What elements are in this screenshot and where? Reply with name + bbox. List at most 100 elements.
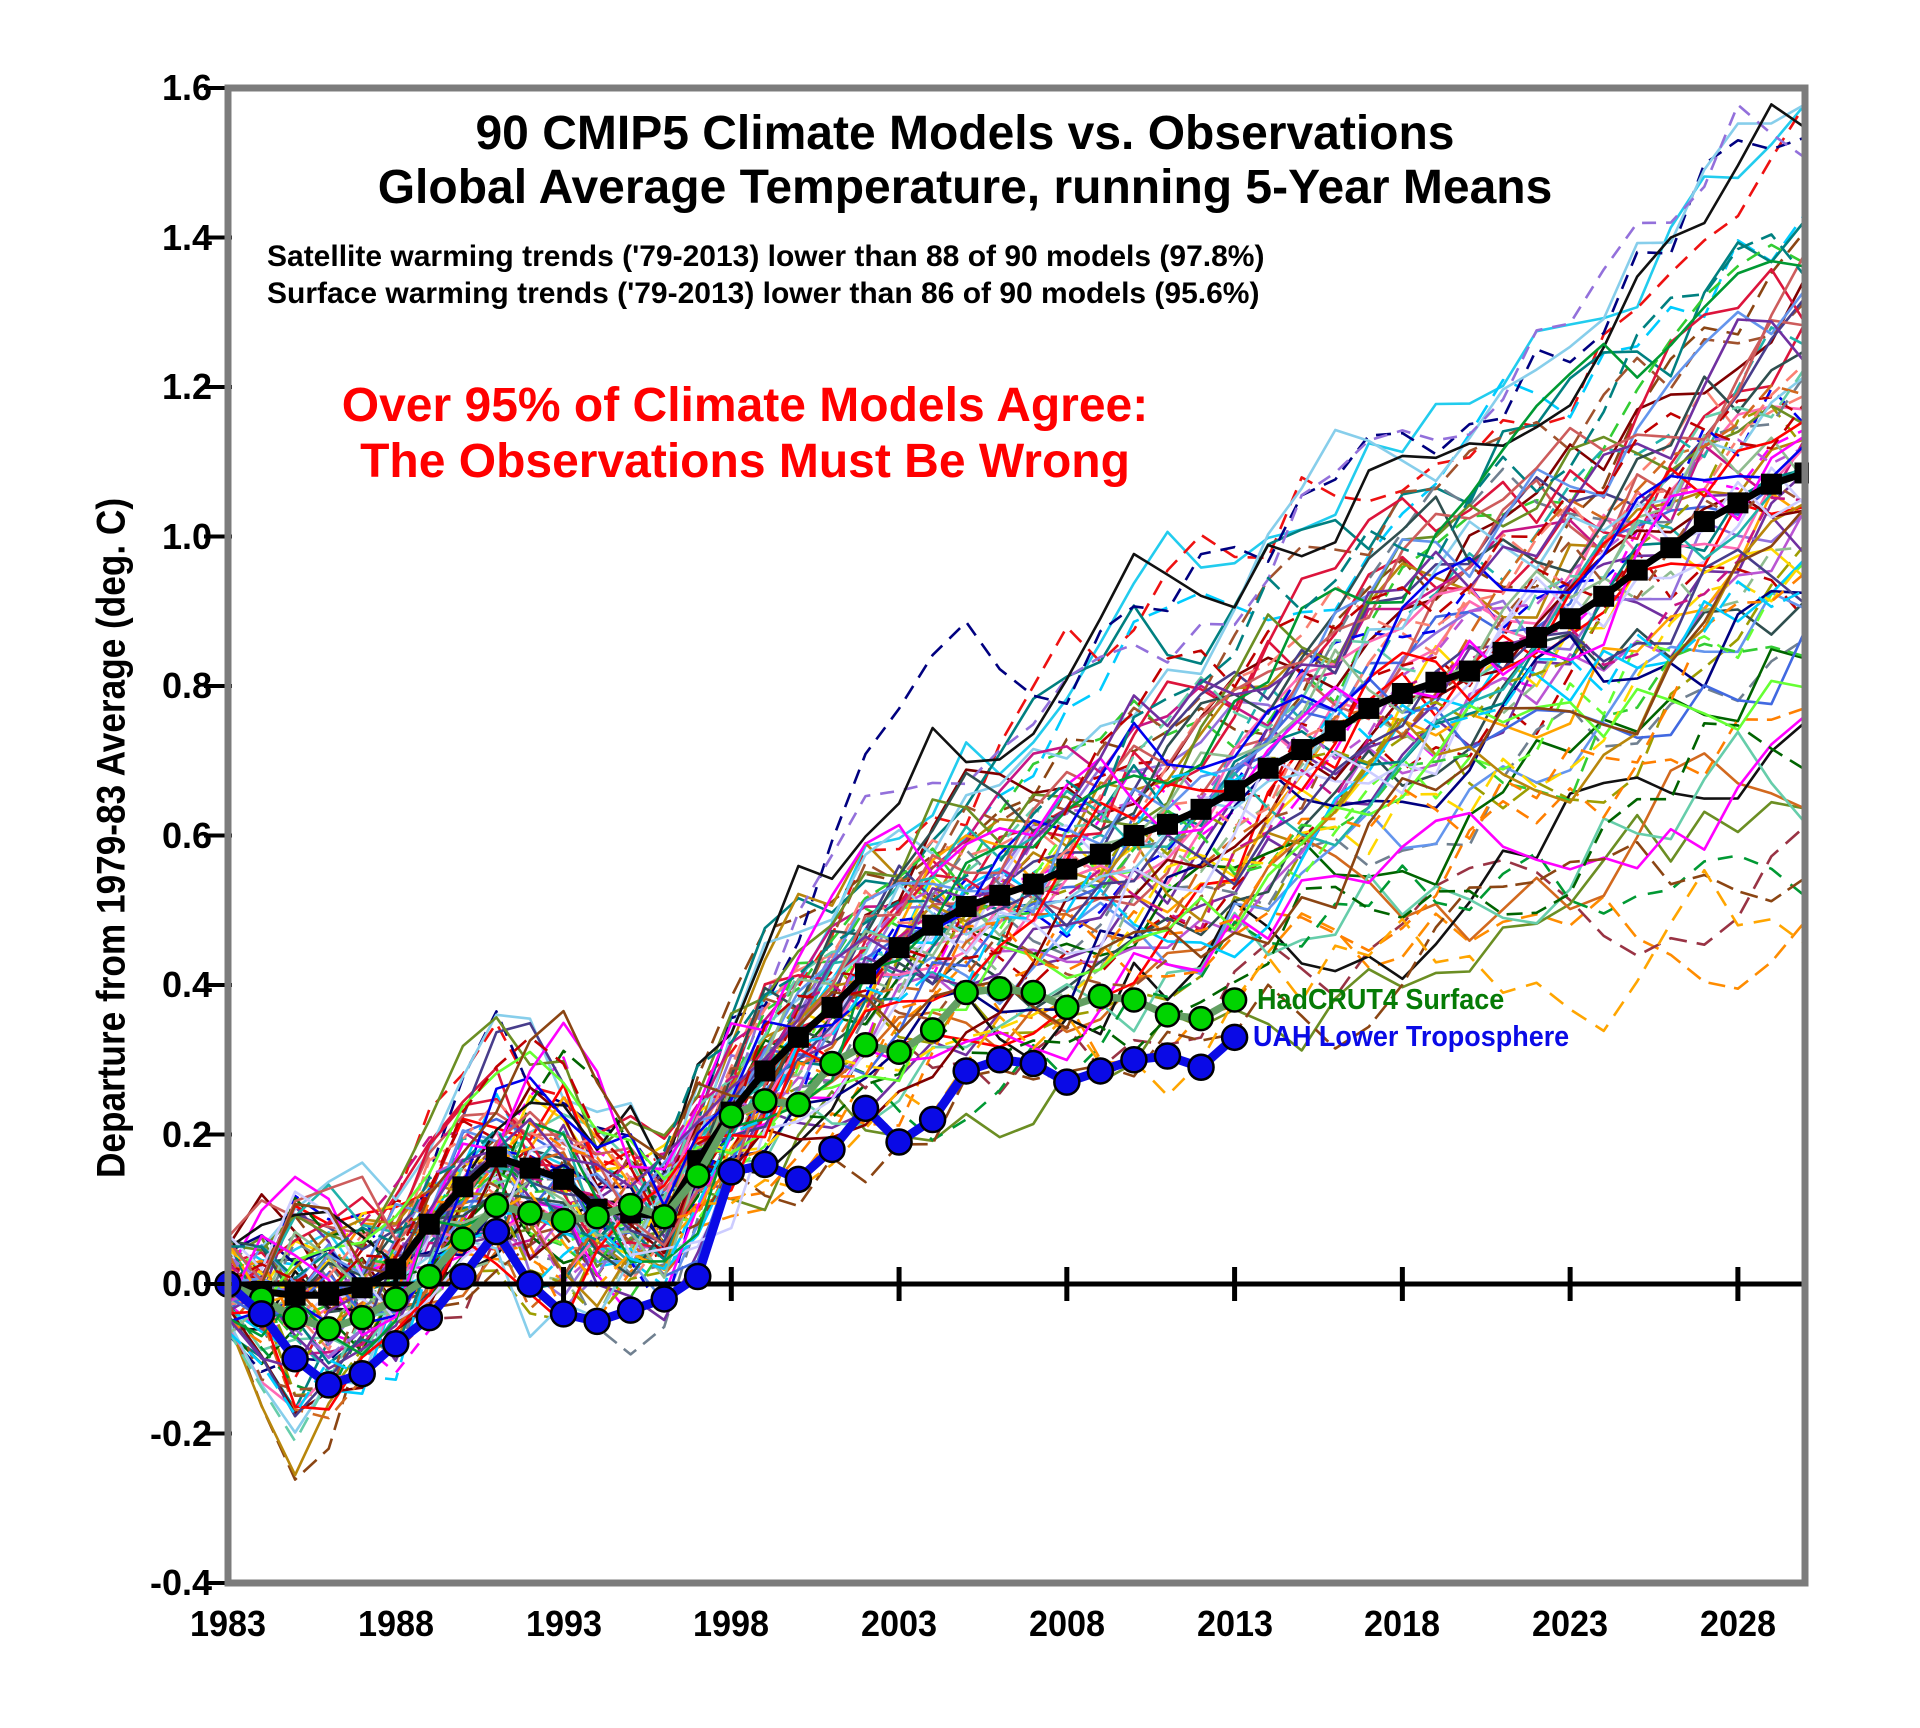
model-mean-marker xyxy=(1224,780,1246,802)
observation-marker xyxy=(1221,987,1248,1013)
observation-marker xyxy=(314,1371,343,1399)
observation-marker xyxy=(819,1050,845,1077)
model-mean-marker xyxy=(1089,843,1111,865)
observation-marker xyxy=(952,1057,980,1085)
observation-marker xyxy=(985,1046,1014,1074)
y-tick-label: 0.4 xyxy=(161,964,212,1005)
y-tick-label: 1.4 xyxy=(161,216,212,258)
model-run-line xyxy=(227,103,1807,1380)
legend-hadcrut4-surface-label: HadCRUT4 Surface xyxy=(1256,983,1504,1016)
model-mean-marker xyxy=(1056,858,1078,880)
x-tick-label: 1998 xyxy=(693,1603,770,1644)
observation-marker xyxy=(449,1262,477,1291)
chart-subtitle-line2: Surface warming trends ('79-2013) lower … xyxy=(267,277,1260,310)
model-run-line xyxy=(228,233,1807,1280)
annotation-line1: Over 95% of Climate Models Agree: xyxy=(341,379,1149,432)
observation-marker xyxy=(383,1286,409,1312)
observation-marker xyxy=(247,1300,276,1328)
model-mean-marker xyxy=(385,1258,407,1280)
x-tick-label: 2003 xyxy=(861,1603,938,1644)
x-tick-label: 2008 xyxy=(1028,1603,1105,1644)
model-run-line xyxy=(227,721,1806,1295)
model-mean-marker xyxy=(1526,626,1548,648)
observation-marker xyxy=(851,1094,880,1123)
x-tick-label: 1983 xyxy=(189,1603,267,1644)
model-mean-marker xyxy=(1727,492,1749,514)
observation-marker xyxy=(382,1330,410,1358)
model-mean-marker xyxy=(1425,671,1447,693)
model-mean-marker xyxy=(955,896,977,918)
observation-marker xyxy=(584,1203,610,1230)
y-tick-label: 1.6 xyxy=(161,67,212,108)
observation-marker xyxy=(282,1304,308,1331)
model-run-line xyxy=(227,404,1806,1252)
observation-marker xyxy=(349,1304,375,1331)
y-tick-label: 0.2 xyxy=(161,1113,212,1155)
observation-marker xyxy=(886,1039,912,1066)
observation-marker xyxy=(416,1263,443,1290)
observation-marker xyxy=(752,1088,778,1114)
model-run-line xyxy=(227,721,1806,1331)
model-mean-marker xyxy=(1391,682,1413,704)
model-mean-marker xyxy=(318,1284,340,1306)
observation-marker xyxy=(315,1316,342,1342)
chart-title-line2: Global Average Temperature, running 5-Ye… xyxy=(377,161,1553,214)
x-tick-label: 2013 xyxy=(1196,1603,1273,1644)
x-tick-label: 1993 xyxy=(525,1603,602,1644)
observation-marker xyxy=(616,1296,645,1324)
model-run-line xyxy=(226,481,1806,1391)
model-run-line xyxy=(227,679,1806,1311)
model-mean-marker xyxy=(1693,511,1715,533)
observation-marker xyxy=(1153,1042,1182,1070)
observation-marker xyxy=(852,1032,879,1058)
observation-marker xyxy=(1020,979,1047,1006)
observation-marker xyxy=(1086,1057,1115,1085)
model-mean-marker xyxy=(284,1284,306,1306)
observation-marker xyxy=(617,1192,644,1219)
observation-marker xyxy=(1019,1049,1048,1078)
observation-marker xyxy=(684,1162,711,1189)
x-tick-label: 2018 xyxy=(1364,1603,1441,1644)
observation-marker xyxy=(683,1262,712,1291)
observation-marker xyxy=(986,975,1013,1002)
observation-marker xyxy=(718,1103,745,1129)
observation-marker xyxy=(1188,1005,1214,1032)
observation-marker xyxy=(1154,1002,1181,1028)
model-mean-marker xyxy=(1593,585,1615,607)
model-mean-series xyxy=(226,462,1809,1306)
observation-marker xyxy=(785,1091,812,1118)
y-tick-label: 0.0 xyxy=(161,1263,212,1304)
model-run-line xyxy=(226,367,1807,1443)
observation-marker xyxy=(651,1203,677,1230)
model-mean-marker xyxy=(855,963,877,985)
chart-subtitle-line1: Satellite warming trends ('79-2013) lowe… xyxy=(267,240,1265,273)
observation-marker xyxy=(784,1165,813,1194)
observation-marker xyxy=(482,1217,511,1246)
y-tick-label: -0.4 xyxy=(149,1562,212,1603)
model-mean-marker xyxy=(418,1213,440,1235)
model-mean-marker xyxy=(1257,757,1279,779)
x-tick-label: 2023 xyxy=(1532,1603,1609,1644)
observation-marker xyxy=(1121,987,1147,1013)
observation-marker xyxy=(348,1359,376,1388)
observation-marker xyxy=(516,1270,544,1298)
uah-series xyxy=(214,1023,1249,1399)
model-mean-marker xyxy=(821,996,843,1018)
observation-marker xyxy=(281,1345,309,1373)
plot-frame xyxy=(224,84,1809,1587)
model-mean-marker xyxy=(1291,739,1313,761)
observation-marker xyxy=(517,1200,543,1226)
legend-uah-lower-troposphere-label: UAH Lower Troposphere xyxy=(1252,1021,1569,1054)
model-mean-marker xyxy=(787,1026,809,1048)
observation-marker xyxy=(1053,1068,1081,1096)
model-mean-marker xyxy=(888,937,910,959)
x-tick-label: 1988 xyxy=(357,1603,434,1644)
observation-marker xyxy=(550,1207,577,1234)
observation-marker xyxy=(1054,994,1080,1021)
y-tick-label: 1.2 xyxy=(161,366,212,407)
observation-marker xyxy=(717,1158,746,1186)
model-mean-marker xyxy=(1156,813,1178,835)
model-run-line xyxy=(227,543,1807,1397)
